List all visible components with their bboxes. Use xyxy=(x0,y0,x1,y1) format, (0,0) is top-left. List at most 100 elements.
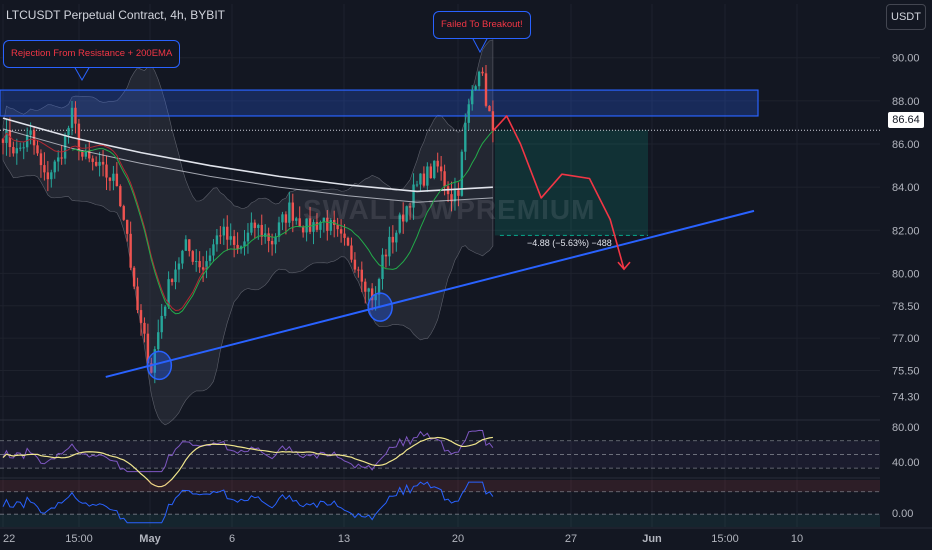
candle-body xyxy=(260,224,263,237)
candle-body xyxy=(439,166,443,172)
target-box-rect xyxy=(494,130,648,236)
candle-body xyxy=(43,165,46,173)
candle-body xyxy=(101,161,105,165)
projection-path xyxy=(492,115,631,271)
time-tick-label: 20 xyxy=(452,533,464,545)
candle-body xyxy=(398,214,401,233)
candle-body xyxy=(270,240,274,245)
candle-body xyxy=(1,138,5,143)
candle-body xyxy=(115,173,119,187)
candle-body xyxy=(229,236,232,240)
measure-label: −4.88 (−5.63%) −488 xyxy=(527,238,612,248)
candle-body xyxy=(343,233,346,238)
candle-body xyxy=(391,236,395,243)
candle-body xyxy=(298,218,301,228)
candle-body xyxy=(367,288,370,292)
candle-body xyxy=(74,107,77,124)
candle-body xyxy=(301,227,305,233)
candle-body xyxy=(139,310,143,323)
candle-body xyxy=(167,279,170,307)
candle-body xyxy=(84,151,87,157)
time-tick-label: 15:00 xyxy=(65,533,93,545)
candle-body xyxy=(112,173,115,181)
candle-body xyxy=(357,269,360,271)
candle-body xyxy=(181,250,184,264)
candle-body xyxy=(94,161,98,166)
osc-lower-band xyxy=(0,514,880,527)
target-box xyxy=(0,129,880,237)
candle-body xyxy=(208,255,212,262)
price-tick-label: 75.50 xyxy=(892,365,920,377)
rsi-line xyxy=(2,429,494,473)
candle-body xyxy=(295,218,298,221)
rejection-callout: Rejection From Resistance + 200EMA xyxy=(3,40,181,68)
candle-body xyxy=(484,73,488,106)
candle-body xyxy=(50,172,53,180)
failed-breakout-callout: Failed To Breakout! xyxy=(433,11,531,39)
candle-body xyxy=(195,261,198,263)
candle-body xyxy=(322,217,326,223)
candle-body xyxy=(81,150,84,157)
candle-body xyxy=(360,269,363,282)
candle-body xyxy=(201,267,205,270)
candle-body xyxy=(405,206,408,222)
osc-tick-label: 0.00 xyxy=(892,508,913,520)
grid xyxy=(0,4,932,527)
candle-body xyxy=(291,202,294,221)
candle-body xyxy=(12,147,15,154)
candle-body xyxy=(108,177,112,181)
candle-body xyxy=(39,153,43,166)
candle-body xyxy=(250,222,253,233)
time-tick-label: 27 xyxy=(565,533,577,545)
candle-body xyxy=(312,222,315,232)
candle-body xyxy=(53,161,56,173)
candle-body xyxy=(122,206,125,220)
candle-body xyxy=(253,222,257,228)
candle-body xyxy=(426,166,429,186)
candle-body xyxy=(215,235,219,245)
resistance-zone-rect xyxy=(0,89,759,117)
support-line xyxy=(105,209,755,378)
callout-pointer xyxy=(73,65,91,82)
candle-body xyxy=(464,122,467,152)
candle-body xyxy=(315,222,319,230)
candle-body xyxy=(481,71,484,74)
candle-body xyxy=(136,286,139,311)
rsi-tick-label: 40.00 xyxy=(892,457,920,469)
time-axis[interactable]: 22 15:00 May 6 13 20 27 Jun 15:00 10 xyxy=(0,527,932,550)
candle-body xyxy=(422,173,426,186)
price-axis[interactable]: 90.00 88.00 86.00 84.00 82.00 80.00 78.50 77.00… xyxy=(880,0,932,550)
candle-body xyxy=(374,294,377,301)
current-price-tag: 86.64 xyxy=(888,112,924,128)
candle-body xyxy=(119,186,122,207)
candle-body xyxy=(146,333,150,364)
candle-body xyxy=(429,166,432,179)
candle-body xyxy=(267,233,270,241)
currency-button[interactable]: USDT xyxy=(886,4,926,30)
time-tick-label: May xyxy=(139,533,161,545)
candle-body xyxy=(474,86,477,91)
candle-body xyxy=(246,232,250,242)
candle-body xyxy=(277,222,281,237)
candle-body xyxy=(305,218,308,233)
time-tick-label: 10 xyxy=(791,533,803,545)
candle-body xyxy=(370,288,374,301)
candle-body xyxy=(150,363,153,373)
candle-body xyxy=(205,261,208,270)
candle-body xyxy=(308,218,312,232)
projection-arrowhead xyxy=(617,261,631,271)
candle-body xyxy=(232,236,236,245)
candle-body xyxy=(160,315,163,333)
time-tick-label: Jun xyxy=(642,533,662,545)
price-tick-label: 74.30 xyxy=(892,391,920,403)
candle-body xyxy=(346,237,350,246)
chart-title: LTCUSDT Perpetual Contract, 4h, BYBIT xyxy=(6,8,225,22)
rsi-band xyxy=(0,440,880,469)
candle-body xyxy=(388,236,391,257)
candle-body xyxy=(226,226,229,240)
price-tick-label: 80.00 xyxy=(892,268,920,280)
time-tick-label: 6 xyxy=(229,533,235,545)
candle-body xyxy=(67,127,70,136)
candle-body xyxy=(105,164,108,178)
